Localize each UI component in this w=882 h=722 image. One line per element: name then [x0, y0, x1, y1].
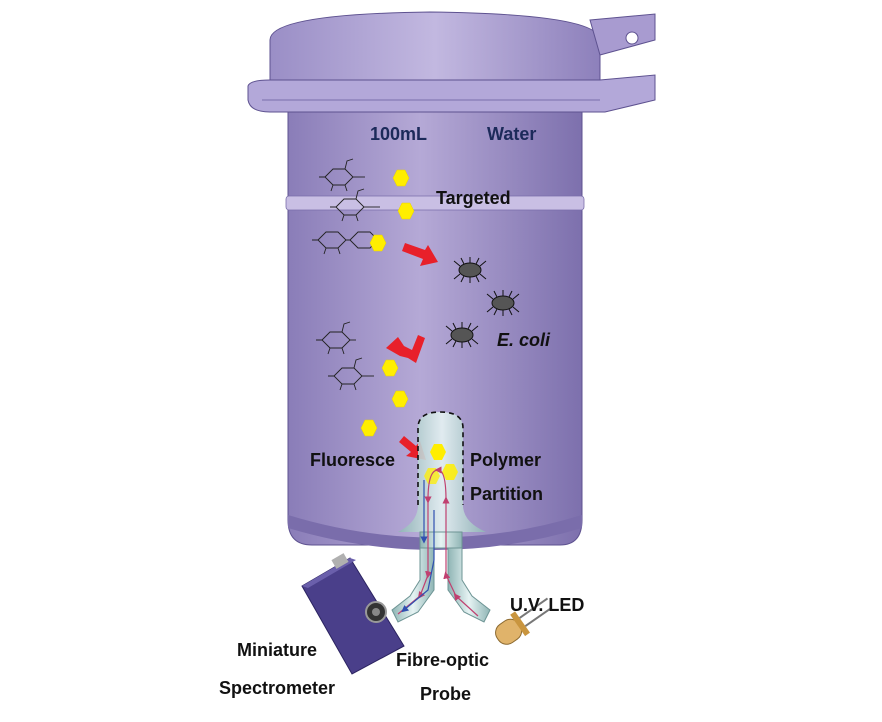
targeted-label: Targeted — [436, 188, 511, 208]
probe-label-line2: Probe — [420, 684, 472, 704]
volume-label: 100mL — [370, 124, 428, 144]
excitation-path — [397, 466, 479, 617]
fluorophore-hexagon — [430, 444, 446, 460]
partition-membrane — [417, 411, 464, 505]
fluorophores — [360, 169, 415, 437]
glucose-ring-icon — [330, 188, 380, 222]
fibre-stem-right — [447, 544, 491, 623]
miniature-spectrometer — [301, 553, 405, 675]
bacterium-icon — [445, 322, 479, 348]
glucose-ring-icon — [328, 357, 374, 391]
led-icon — [495, 597, 551, 645]
container-base-rim — [288, 515, 582, 550]
fluorophore-hexagon — [360, 419, 378, 437]
spectrometer-connector — [331, 553, 349, 569]
ecoli-label: E. coli — [497, 330, 551, 350]
fluorophore-hexagon — [369, 234, 387, 252]
medium-label: Water — [487, 124, 537, 144]
lid-flange — [247, 74, 656, 113]
release-arrow — [386, 335, 425, 363]
fibre-optic-probe — [391, 466, 491, 623]
fibre-merge — [419, 531, 463, 549]
bind-arrow — [402, 243, 438, 266]
lid-tab-top — [589, 13, 656, 56]
polymer-label-line2: Partition — [470, 484, 544, 504]
bacteria — [445, 257, 520, 348]
bacterium-icon — [486, 290, 520, 316]
fluorophore-hexagon — [391, 390, 409, 408]
led-label: U.V. LED — [510, 595, 585, 615]
glucose-ring-icon — [316, 321, 356, 355]
bacterium-icon — [453, 257, 487, 283]
probe-label-line1: Fibre-optic — [396, 650, 489, 670]
fluorophore-hexagon — [397, 202, 415, 220]
emission-path — [401, 510, 435, 613]
targeted-molecules — [312, 158, 380, 391]
spectrometer-label-line1: Miniature — [237, 640, 318, 660]
glucose-ring-icon — [319, 158, 365, 192]
container-ring — [285, 195, 585, 211]
spectrometer-label-line2: Spectrometer — [219, 678, 336, 698]
fluoresce-label: Fluoresce — [310, 450, 396, 470]
fluorophore-hexagon — [381, 359, 399, 377]
container-lid — [269, 11, 601, 86]
fluorophore-hexagon — [392, 169, 410, 187]
container — [247, 11, 656, 550]
polymer-label-line1: Polymer — [470, 450, 542, 470]
spectrometer-top — [302, 558, 356, 588]
lid-tab-hole — [625, 31, 639, 45]
spectrometer-body — [301, 557, 405, 675]
